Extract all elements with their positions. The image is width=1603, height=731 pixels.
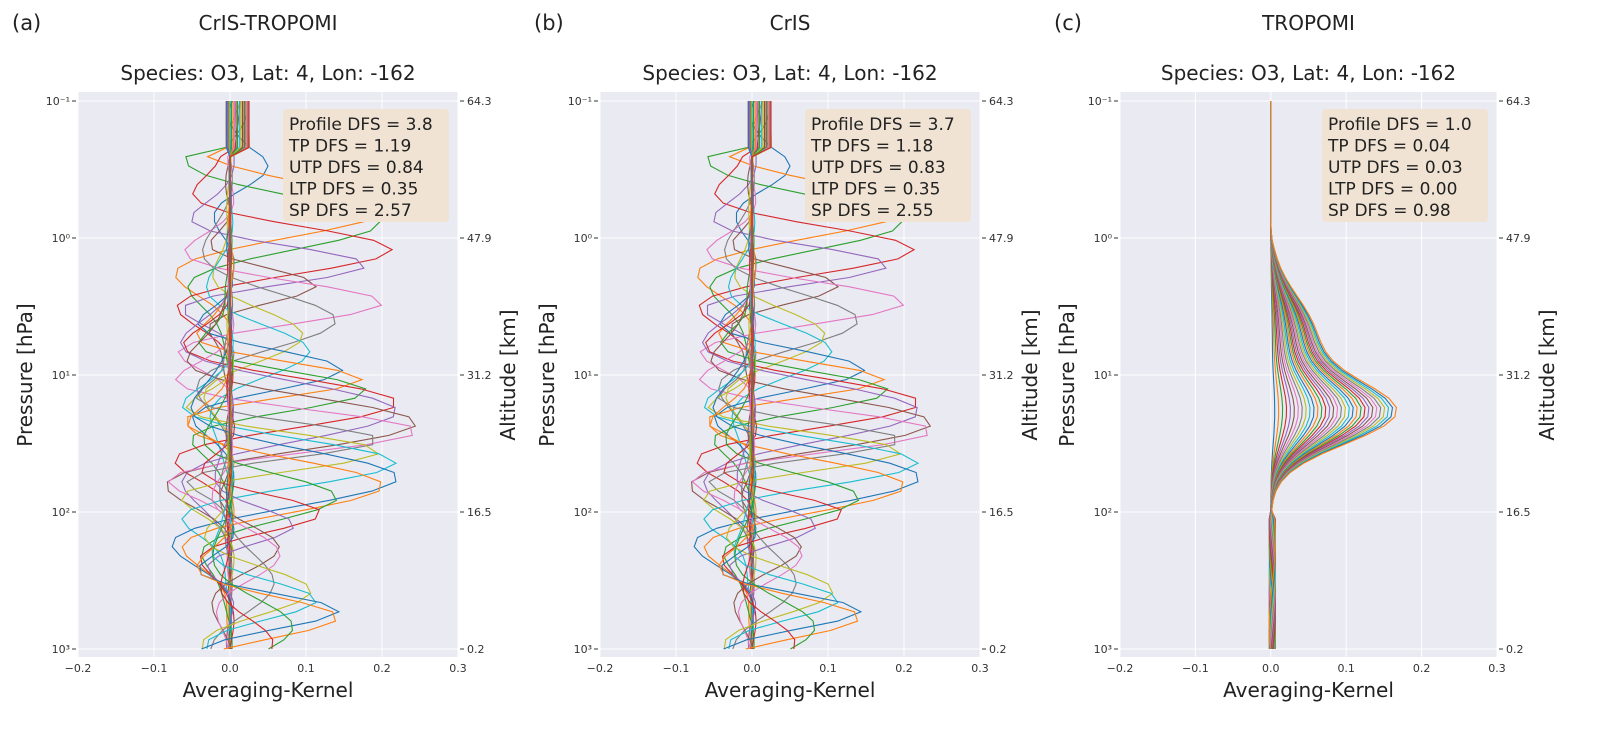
dfs-stat: Profile DFS = 3.7 xyxy=(811,115,955,135)
y-tick-label: 10⁻¹ xyxy=(46,95,70,108)
panel-label: (c) xyxy=(1054,11,1082,35)
x-tick-label: 0.0 xyxy=(221,662,239,675)
y2-tick-label: 16.5 xyxy=(467,506,492,519)
x-tick-label: 0.1 xyxy=(1337,662,1355,675)
x-tick-label: 0.1 xyxy=(819,662,837,675)
y-tick-label: 10³ xyxy=(1094,643,1112,656)
dfs-stats-box xyxy=(283,109,449,222)
y2-axis-label: Altitude [km] xyxy=(1535,309,1559,440)
panel-subtitle: Species: O3, Lat: 4, Lon: -162 xyxy=(642,61,937,85)
y-tick-label: 10¹ xyxy=(52,369,70,382)
x-tick-label: −0.2 xyxy=(65,662,92,675)
y2-axis-label: Altitude [km] xyxy=(1018,309,1042,440)
y-tick-label: 10¹ xyxy=(1094,369,1112,382)
dfs-stats-box xyxy=(805,109,971,222)
y-tick-label: 10² xyxy=(574,506,592,519)
y-tick-label: 10¹ xyxy=(574,369,592,382)
x-tick-label: 0.0 xyxy=(743,662,761,675)
y2-tick-label: 16.5 xyxy=(1506,506,1531,519)
y-tick-label: 10⁻¹ xyxy=(568,95,592,108)
x-tick-label: 0.2 xyxy=(895,662,913,675)
x-tick-label: 0.3 xyxy=(449,662,467,675)
panel-subtitle: Species: O3, Lat: 4, Lon: -162 xyxy=(120,61,415,85)
panel-title: CrIS-TROPOMI xyxy=(199,11,338,35)
y2-tick-label: 47.9 xyxy=(1506,232,1531,245)
dfs-stat: TP DFS = 0.04 xyxy=(1327,137,1450,157)
x-tick-label: −0.2 xyxy=(587,662,614,675)
y2-tick-label: 47.9 xyxy=(989,232,1014,245)
x-tick-label: −0.1 xyxy=(141,662,168,675)
y-tick-label: 10³ xyxy=(574,643,592,656)
panel-title: CrIS xyxy=(770,11,811,35)
kernel-line xyxy=(220,101,274,650)
y-tick-label: 10³ xyxy=(52,643,70,656)
y-tick-label: 10⁰ xyxy=(1094,232,1113,245)
kernel-line xyxy=(742,101,796,650)
panel-label: (b) xyxy=(534,11,564,35)
dfs-stat: LTP DFS = 0.35 xyxy=(289,180,418,200)
y2-tick-label: 31.2 xyxy=(1506,369,1531,382)
y-tick-label: 10⁻¹ xyxy=(1088,95,1112,108)
x-axis-label: Averaging-Kernel xyxy=(1223,678,1394,702)
dfs-stat: LTP DFS = 0.00 xyxy=(1328,180,1457,200)
y2-tick-label: 64.3 xyxy=(989,95,1014,108)
y2-tick-label: 64.3 xyxy=(467,95,492,108)
y-tick-label: 10⁰ xyxy=(52,232,71,245)
x-tick-label: 0.0 xyxy=(1262,662,1280,675)
dfs-stat: SP DFS = 2.57 xyxy=(289,201,412,221)
y-axis-label: Pressure [hPa] xyxy=(13,303,37,446)
y-tick-label: 10² xyxy=(52,506,70,519)
y2-tick-label: 0.2 xyxy=(1506,643,1524,656)
x-axis-label: Averaging-Kernel xyxy=(183,678,354,702)
y-tick-label: 10² xyxy=(1094,506,1112,519)
x-tick-label: 0.2 xyxy=(1413,662,1431,675)
y-axis-label: Pressure [hPa] xyxy=(535,303,559,446)
y2-tick-label: 47.9 xyxy=(467,232,492,245)
x-tick-label: −0.1 xyxy=(663,662,690,675)
y2-tick-label: 31.2 xyxy=(989,369,1014,382)
y2-tick-label: 0.2 xyxy=(989,643,1007,656)
dfs-stat: TP DFS = 1.18 xyxy=(810,137,933,157)
dfs-stat: Profile DFS = 1.0 xyxy=(1328,115,1472,135)
panel-subtitle: Species: O3, Lat: 4, Lon: -162 xyxy=(1161,61,1456,85)
dfs-stat: Profile DFS = 3.8 xyxy=(289,115,433,135)
dfs-stat: UTP DFS = 0.03 xyxy=(1328,158,1463,178)
y-tick-label: 10⁰ xyxy=(574,232,593,245)
dfs-stat: SP DFS = 0.98 xyxy=(1328,201,1451,221)
y2-tick-label: 64.3 xyxy=(1506,95,1531,108)
x-tick-label: 0.1 xyxy=(297,662,315,675)
x-tick-label: −0.2 xyxy=(1107,662,1134,675)
y2-axis-label: Altitude [km] xyxy=(496,309,520,440)
dfs-stat: UTP DFS = 0.84 xyxy=(289,158,424,178)
dfs-stat: UTP DFS = 0.83 xyxy=(811,158,946,178)
y2-tick-label: 31.2 xyxy=(467,369,492,382)
kernel-line xyxy=(191,101,344,649)
dfs-stat: SP DFS = 2.55 xyxy=(811,201,934,221)
panel-title: TROPOMI xyxy=(1261,11,1355,35)
x-axis-label: Averaging-Kernel xyxy=(705,678,876,702)
x-tick-label: 0.3 xyxy=(1488,662,1506,675)
panel-label: (a) xyxy=(12,11,41,35)
x-tick-label: −0.1 xyxy=(1182,662,1209,675)
x-tick-label: 0.3 xyxy=(971,662,989,675)
dfs-stats-box xyxy=(1322,109,1488,222)
kernel-line xyxy=(713,101,866,649)
x-tick-label: 0.2 xyxy=(373,662,391,675)
kernel-line xyxy=(1268,101,1397,650)
y-axis-label: Pressure [hPa] xyxy=(1055,303,1079,446)
y2-tick-label: 16.5 xyxy=(989,506,1014,519)
y2-tick-label: 0.2 xyxy=(467,643,485,656)
dfs-stat: TP DFS = 1.19 xyxy=(288,137,411,157)
dfs-stat: LTP DFS = 0.35 xyxy=(811,180,940,200)
